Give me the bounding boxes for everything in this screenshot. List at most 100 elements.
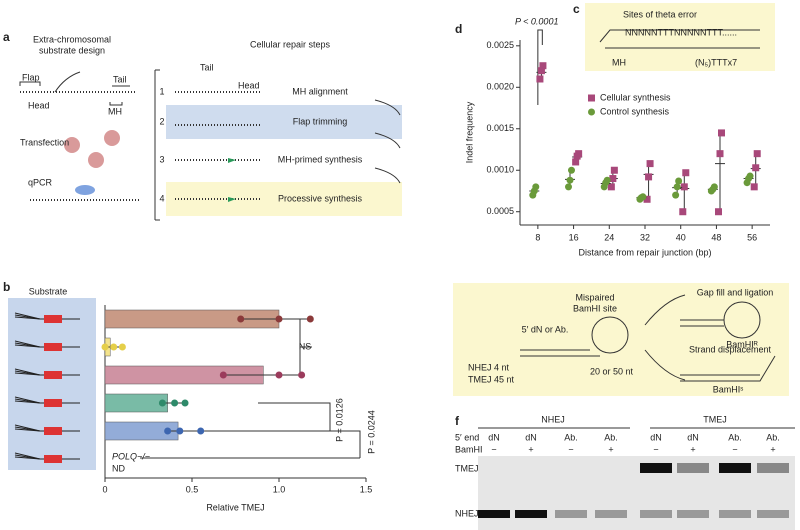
label: Sites of theta error	[623, 9, 697, 19]
label: Strand displacement	[689, 344, 772, 354]
legend-marker	[588, 108, 595, 116]
dna	[520, 349, 600, 357]
dna	[599, 29, 760, 49]
label: BamHIᴿ	[726, 339, 758, 349]
label: Head	[238, 80, 260, 90]
label: Head	[28, 100, 50, 110]
data-point	[672, 191, 680, 199]
x-tick-label: 56	[747, 232, 757, 242]
group-label: NHEJ	[541, 414, 565, 424]
group-label: TMEJ	[703, 414, 727, 424]
cell	[104, 130, 120, 146]
hairpin	[591, 316, 629, 354]
data-point	[646, 160, 654, 168]
substrate	[14, 316, 80, 320]
data-point	[219, 371, 227, 379]
data-point	[275, 371, 283, 379]
data-point	[566, 176, 574, 184]
data-point	[639, 193, 647, 201]
bracket	[154, 69, 160, 221]
gel-band	[757, 510, 789, 518]
data-point	[675, 177, 683, 185]
gel-band	[677, 510, 709, 518]
label: Transfection	[20, 137, 69, 147]
data-point	[718, 129, 725, 137]
dna-detail	[19, 71, 130, 106]
x-tick-label: 0.5	[186, 484, 199, 494]
data-point	[101, 343, 109, 351]
substrate-mh	[44, 315, 62, 323]
lane-end: Ab.	[766, 432, 780, 442]
gel-band	[719, 463, 751, 473]
label: Flap	[22, 72, 40, 82]
lane-end: dN	[650, 432, 662, 442]
lane-end: Ab.	[564, 432, 578, 442]
data-point	[164, 427, 172, 435]
data-point	[715, 208, 722, 216]
data-point	[565, 183, 572, 191]
data-point	[118, 343, 126, 351]
significance-bracket	[537, 29, 543, 105]
data-point	[572, 158, 580, 166]
gel-band	[515, 510, 547, 518]
label: (N₅)TTTx7	[695, 57, 737, 67]
lane-end: dN	[488, 432, 500, 442]
substrate	[14, 400, 80, 404]
substrate-title: Extra-chromosomal	[33, 34, 111, 44]
band-label: NHEJ	[455, 508, 479, 518]
significance-label: P = 0.0126	[334, 398, 344, 442]
data-point	[750, 183, 758, 191]
panel-label: f	[455, 414, 460, 428]
lane-bamhi: +	[528, 444, 533, 454]
data-point	[536, 75, 544, 83]
label: MH	[108, 106, 122, 116]
substrate	[14, 372, 80, 376]
step-label: MH alignment	[292, 86, 348, 96]
data-point	[575, 150, 583, 158]
primer	[228, 158, 236, 163]
data-point	[643, 195, 651, 203]
step-number: 2	[159, 116, 164, 126]
gel-band	[757, 463, 789, 473]
legend-label: Control synthesis	[600, 106, 670, 116]
data-point	[532, 183, 540, 191]
substrate-mh	[44, 399, 62, 407]
gel-band	[719, 510, 751, 518]
y-tick-label: 0.0025	[486, 40, 514, 50]
row-label: 5′ end	[455, 432, 479, 442]
lane-bamhi: −	[653, 444, 658, 454]
data-point	[603, 176, 611, 184]
steps-title: Cellular repair steps	[250, 39, 331, 49]
data-point	[753, 150, 761, 158]
step-label: Processive synthesis	[278, 193, 363, 203]
panel-label: d	[455, 22, 462, 36]
gel-band	[677, 463, 709, 473]
box	[585, 3, 775, 71]
lane-bamhi: −	[732, 444, 737, 454]
primer	[228, 197, 236, 202]
data-point	[181, 399, 189, 407]
x-tick-label: 0	[102, 484, 107, 494]
arrow	[644, 294, 686, 381]
y-tick-label: 0.0020	[486, 82, 514, 92]
substrate-mh	[44, 455, 62, 463]
arrow	[374, 99, 401, 184]
label: 5′ dN or Ab.	[522, 324, 569, 334]
substrate-box	[8, 298, 96, 470]
annotation: P < 0.0001	[515, 16, 558, 26]
gel-band	[555, 510, 587, 518]
data-point	[752, 164, 760, 172]
data-point	[537, 67, 545, 75]
lane-end: dN	[687, 432, 699, 442]
lane-end: Ab.	[604, 432, 618, 442]
significance-label: P = 0.0244	[366, 410, 376, 454]
label: 20 or 50 nt	[590, 366, 634, 376]
category-label: POLQ−/−	[112, 451, 150, 461]
data-point	[716, 150, 724, 158]
data-point	[306, 315, 314, 323]
step-highlight	[166, 105, 402, 139]
panel-label: a	[3, 30, 10, 44]
label: Gap fill and ligation	[697, 287, 774, 297]
label: BamHIˢ	[713, 384, 744, 394]
data-point	[746, 172, 754, 180]
